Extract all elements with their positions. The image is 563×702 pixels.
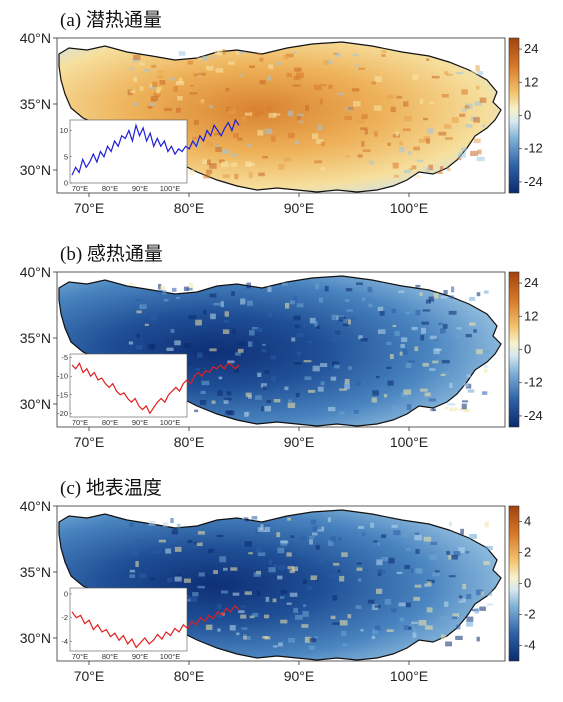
colorbar-tick-label: -12: [524, 141, 543, 156]
inset-x-tick-label: 100°E: [160, 418, 181, 427]
lon-tick-label: 70°E: [74, 434, 105, 450]
inset-x-tick-label: 100°E: [160, 184, 181, 193]
lat-tick-label: 40°N: [20, 30, 51, 46]
lon-tick-label: 70°E: [74, 668, 105, 684]
panel-a-inset-series-line: [71, 118, 240, 176]
inset-x-tick-label: 80°E: [102, 184, 118, 193]
inset-y-tick-label: -15: [57, 390, 68, 399]
inset-x-tick-label: 80°E: [102, 652, 118, 661]
lon-tick-label: 90°E: [284, 200, 315, 216]
lon-tick-label: 80°E: [174, 668, 205, 684]
inset-x-tick-label: 80°E: [102, 418, 118, 427]
lon-tick-label: 100°E: [390, 668, 428, 684]
colorbar-tick-label: -4: [524, 638, 536, 653]
inset-x-tick-label: 100°E: [160, 652, 181, 661]
panel-a-colorbar: [508, 37, 520, 194]
panel-c-field-texture: [127, 516, 493, 650]
inset-y-tick-label: -4: [61, 637, 68, 646]
lat-tick-label: 30°N: [20, 162, 51, 178]
colorbar-tick-label: 12: [524, 74, 538, 89]
lon-tick-label: 70°E: [74, 200, 105, 216]
colorbar-tick-label: -12: [524, 375, 543, 390]
panel-a-inset-chart: 10 5 0 70°E 80°E 90°E 100°E: [60, 118, 240, 193]
colorbar-tick-label: 2: [524, 545, 531, 560]
lon-tick-label: 80°E: [174, 434, 205, 450]
colorbar-tick-label: -24: [524, 174, 543, 189]
colorbar-tick-label: 0: [524, 342, 531, 357]
colorbar-tick-label: 24: [524, 41, 538, 56]
inset-y-tick-label: 10: [60, 126, 68, 135]
inset-x-tick-label: 70°E: [72, 184, 88, 193]
lat-tick-label: 30°N: [20, 396, 51, 412]
panel-b: (b) 感热通量 40°N 35°N 30°N 70°E 80°E 90°E 100°E 24 1…: [20, 243, 543, 450]
panel-b-inset-series-line: [71, 362, 240, 415]
inset-x-tick-label: 70°E: [72, 418, 88, 427]
colorbar-tick-label: 12: [524, 308, 538, 323]
panel-b-inset-chart: -5 -10 -15 -20 70°E 80°E 90°E 100°E: [57, 353, 240, 427]
inset-y-tick-label: 0: [64, 589, 68, 598]
inset-y-tick-label: 0: [64, 179, 68, 188]
lon-tick-label: 90°E: [284, 668, 315, 684]
colorbar-tick-label: 0: [524, 108, 531, 123]
inset-x-tick-label: 90°E: [132, 184, 148, 193]
lon-tick-label: 100°E: [390, 200, 428, 216]
lat-tick-label: 35°N: [20, 96, 51, 112]
panel-c-inset-series-line: [71, 604, 240, 649]
panel-a: (a) 潜热通量 40°N 35°N 30°N 70°E 80°E 90°E 100°E 24 1…: [20, 9, 543, 216]
lon-tick-label: 90°E: [284, 434, 315, 450]
panel-a-title: (a) 潜热通量: [60, 9, 162, 31]
panel-c-colorbar: [508, 505, 520, 662]
inset-x-tick-label: 90°E: [132, 418, 148, 427]
panel-a-field-texture: [127, 49, 487, 183]
panel-b-title: (b) 感热通量: [60, 243, 163, 265]
panel-b-colorbar: [508, 271, 520, 428]
panel-c: (c) 地表温度 40°N 35°N 30°N 70°E 80°E 90°E 100°E 4 2 0…: [20, 477, 536, 684]
lat-tick-label: 30°N: [20, 630, 51, 646]
inset-y-tick-label: -5: [61, 353, 68, 362]
colorbar-tick-label: -2: [524, 607, 536, 622]
inset-x-tick-label: 70°E: [72, 652, 88, 661]
inset-y-tick-label: -20: [57, 409, 68, 418]
lat-tick-label: 40°N: [20, 264, 51, 280]
inset-y-tick-label: -2: [61, 613, 68, 622]
inset-x-tick-label: 90°E: [132, 652, 148, 661]
colorbar-tick-label: 4: [524, 514, 531, 529]
lat-tick-label: 40°N: [20, 498, 51, 514]
colorbar-tick-label: 0: [524, 576, 531, 591]
panel-c-inset-chart: 0 -2 -4 70°E 80°E 90°E 100°E: [61, 587, 240, 661]
lat-tick-label: 35°N: [20, 564, 51, 580]
lat-tick-label: 35°N: [20, 330, 51, 346]
colorbar-tick-label: -24: [524, 408, 543, 423]
inset-y-tick-label: 5: [64, 152, 68, 161]
lon-tick-label: 80°E: [174, 200, 205, 216]
lon-tick-label: 100°E: [390, 434, 428, 450]
inset-y-tick-label: -10: [57, 372, 68, 381]
panel-c-title: (c) 地表温度: [60, 477, 162, 499]
colorbar-tick-label: 24: [524, 275, 538, 290]
